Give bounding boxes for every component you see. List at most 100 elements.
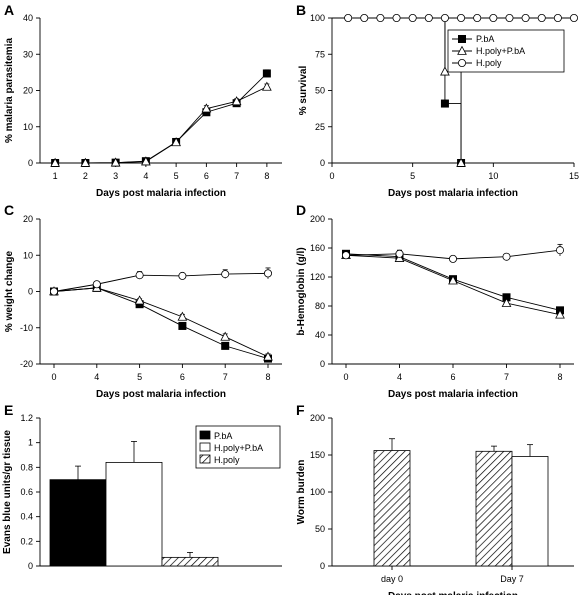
y-axis-label-F: Worm burden xyxy=(296,460,307,525)
x-tick-label-A: 1 xyxy=(53,171,58,181)
y-tick-label-D: 200 xyxy=(310,214,325,224)
data-point-b xyxy=(392,13,401,22)
panel-letter-a: A xyxy=(4,2,14,18)
legend-marker-b xyxy=(457,59,466,68)
x-tick-label-A: 3 xyxy=(113,171,118,181)
data-point-a xyxy=(171,137,181,147)
data-point-d xyxy=(341,251,350,260)
x-axis-label-F: Days post malaria infection xyxy=(388,591,518,595)
y-tick-label-F: 50 xyxy=(315,524,325,534)
chart-panel-a: 0 10 20 30 40 1 2 3 4 5 6 7 8 Days post malaria infec… xyxy=(4,13,282,199)
y-tick-label-F: 100 xyxy=(310,487,325,497)
data-point-c xyxy=(177,311,188,321)
data-point-b xyxy=(537,13,546,22)
legend-label-b: H.poly xyxy=(476,58,502,68)
data-point-a xyxy=(201,103,212,113)
data-point-b xyxy=(360,13,369,22)
y-tick-label-A: 20 xyxy=(23,86,33,96)
chart-panel-b: 0 25 50 75 100 0 5 10 15 Days post malaria infect… xyxy=(298,13,579,199)
y-tick-label-E: 0.6 xyxy=(20,487,33,497)
chart-panel-e: 0 0.2 0.4 0.6 0.8 1 1.2 Evans blue units/gr tis… xyxy=(2,413,282,571)
y-axis-label-A: % malaria parasitemia xyxy=(4,38,15,143)
x-tick-label-A: 6 xyxy=(204,171,209,181)
series-step-b xyxy=(332,17,462,163)
x-tick-label-D: 0 xyxy=(343,372,348,382)
legend-marker-b xyxy=(457,45,467,55)
data-point-d xyxy=(556,246,565,255)
y-tick-label-A: 10 xyxy=(23,122,33,132)
x-tick-label-F: Day 7 xyxy=(500,574,524,584)
data-point-b xyxy=(456,157,466,167)
data-point-c xyxy=(263,269,272,278)
y-tick-label-C: 0 xyxy=(28,287,33,297)
y-tick-label-D: 80 xyxy=(315,301,325,311)
legend-label-b: H.poly+P.bA xyxy=(476,46,525,56)
chart-panel-f: 0 50 100 150 200 day 0 Day 7 Days post malaria … xyxy=(296,413,574,595)
data-point-b xyxy=(424,13,433,22)
y-tick-label-E: 1 xyxy=(28,438,33,448)
data-point-b xyxy=(376,13,385,22)
y-tick-label-E: 1.2 xyxy=(20,413,33,423)
data-point-d xyxy=(555,309,565,319)
y-tick-label-B: 100 xyxy=(310,13,325,23)
data-point-b xyxy=(570,13,579,22)
legend-label-e: H.poly xyxy=(214,455,240,465)
y-tick-label-C: 20 xyxy=(23,214,33,224)
bar-f xyxy=(511,456,549,567)
data-point-b xyxy=(440,66,450,76)
bar-e xyxy=(49,479,107,567)
x-tick-label-A: 5 xyxy=(174,171,179,181)
y-tick-label-B: 25 xyxy=(315,122,325,132)
y-tick-label-D: 40 xyxy=(315,330,325,340)
x-tick-label-F: day 0 xyxy=(381,574,403,584)
panel-letter-d: D xyxy=(296,202,306,218)
y-tick-label-A: 40 xyxy=(23,13,33,23)
data-point-b xyxy=(344,13,353,22)
y-tick-label-B: 0 xyxy=(320,158,325,168)
x-axis-label-A: Days post malaria infection xyxy=(96,188,226,199)
y-axis-label-C: % weight change xyxy=(4,251,15,333)
bar-f xyxy=(373,450,411,567)
data-point-a xyxy=(231,96,242,106)
legend-marker-b xyxy=(457,35,466,44)
data-point-b xyxy=(521,13,530,22)
bar-e xyxy=(161,556,219,567)
chart-panel-c: -20 -10 0 10 20 0 4 5 6 7 8 Days post malaria infec… xyxy=(4,214,282,400)
data-point-b xyxy=(440,13,449,22)
x-tick-label-C: 7 xyxy=(223,372,228,382)
x-tick-label-A: 7 xyxy=(234,171,239,181)
data-point-b xyxy=(505,13,514,22)
y-tick-label-D: 0 xyxy=(320,359,325,369)
data-point-b xyxy=(553,13,562,22)
panel-letter-f: F xyxy=(296,402,305,418)
data-point-c xyxy=(220,331,231,341)
x-tick-label-C: 5 xyxy=(137,372,142,382)
data-point-c xyxy=(135,271,144,280)
series-line-a xyxy=(55,86,268,164)
data-point-d xyxy=(448,275,458,285)
x-tick-label-D: 6 xyxy=(450,372,455,382)
data-point-c xyxy=(50,287,59,296)
panel-letter-e: E xyxy=(4,402,13,418)
series-line-c xyxy=(53,287,269,359)
data-point-b xyxy=(457,13,466,22)
y-tick-label-C: -20 xyxy=(20,359,33,369)
data-point-a xyxy=(110,157,121,167)
y-tick-label-C: -10 xyxy=(20,323,33,333)
y-tick-label-D: 160 xyxy=(310,243,325,253)
x-tick-label-D: 4 xyxy=(397,372,402,382)
y-tick-label-A: 0 xyxy=(28,158,33,168)
data-point-d xyxy=(501,297,512,307)
legend-label-b: P.bA xyxy=(476,34,494,44)
y-tick-label-B: 50 xyxy=(315,86,325,96)
data-point-c xyxy=(134,295,145,305)
y-tick-label-E: 0.4 xyxy=(20,512,33,522)
data-point-c xyxy=(178,271,187,280)
x-tick-label-A: 4 xyxy=(143,171,148,181)
panel-letter-b: B xyxy=(296,2,306,18)
y-tick-label-D: 120 xyxy=(310,272,325,282)
data-point-a xyxy=(262,69,271,78)
x-tick-label-C: 4 xyxy=(94,372,99,382)
x-axis-label-D: Days post malaria infection xyxy=(388,389,518,400)
